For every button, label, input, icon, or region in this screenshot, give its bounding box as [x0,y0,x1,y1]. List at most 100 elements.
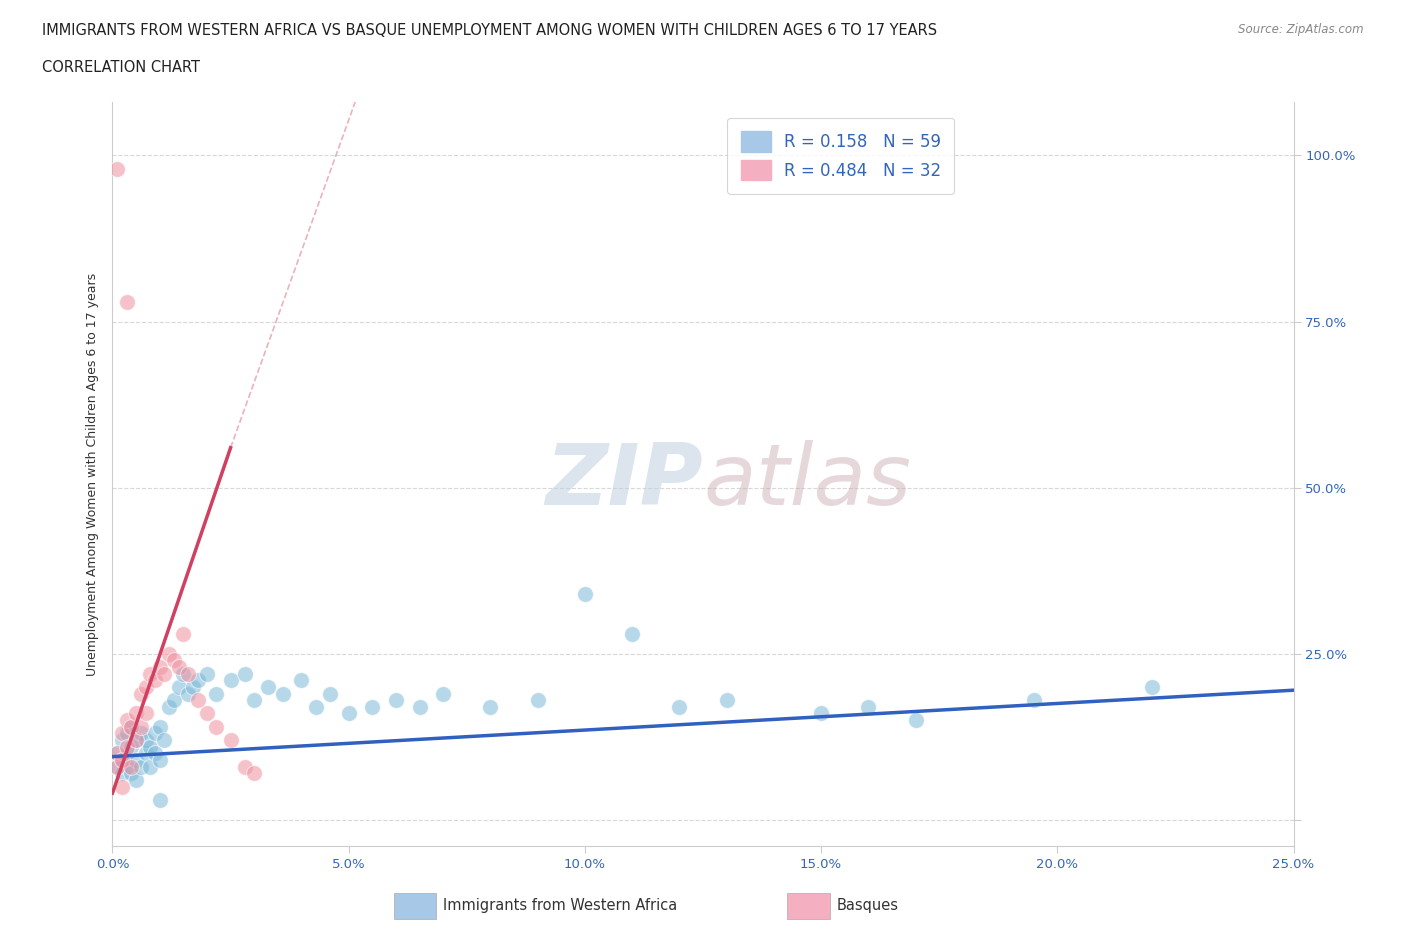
Point [526,693,548,708]
Text: ZIP: ZIP [546,440,703,524]
Point [186,672,208,687]
Point [177,666,200,681]
Point [129,686,152,701]
Point [149,752,172,767]
Point [205,686,228,701]
Point [858,699,880,714]
Point [115,739,138,754]
Point [257,680,280,695]
Point [172,626,194,641]
Point [120,719,142,734]
Point [125,706,148,721]
Point [115,726,138,741]
Point [219,733,242,748]
Point [668,699,690,714]
Point [163,693,186,708]
Point [105,759,128,774]
Point [105,746,128,761]
Point [810,706,832,721]
Point [115,759,138,774]
Point [233,759,256,774]
Text: Source: ZipAtlas.com: Source: ZipAtlas.com [1239,23,1364,36]
Point [243,693,266,708]
Point [167,659,190,674]
Point [271,686,294,701]
Point [129,759,152,774]
Point [195,666,218,681]
Point [139,666,162,681]
Legend: R = 0.158   N = 59, R = 0.484   N = 32: R = 0.158 N = 59, R = 0.484 N = 32 [727,118,955,193]
Point [111,726,134,741]
Point [904,712,927,727]
Point [143,746,166,761]
Point [105,759,128,774]
Point [143,726,166,741]
Y-axis label: Unemployment Among Women with Children Ages 6 to 17 years: Unemployment Among Women with Children A… [86,272,100,676]
Point [125,733,148,748]
Point [304,699,326,714]
Point [163,653,186,668]
Point [290,672,312,687]
Point [153,733,176,748]
Point [125,752,148,767]
Text: Basques: Basques [837,898,898,913]
Point [177,686,200,701]
Point [111,733,134,748]
Point [361,699,384,714]
Point [120,759,142,774]
Point [621,626,644,641]
Text: atlas: atlas [703,440,911,524]
Point [111,765,134,780]
Point [149,659,172,674]
Point [195,706,218,721]
Point [115,294,138,309]
Point [149,792,172,807]
Point [135,680,157,695]
Point [181,680,204,695]
Point [219,672,242,687]
Text: CORRELATION CHART: CORRELATION CHART [42,60,200,75]
Point [105,161,128,176]
Point [143,672,166,687]
Point [153,666,176,681]
Point [120,765,142,780]
Point [105,746,128,761]
Point [574,587,596,602]
Point [1140,680,1163,695]
Point [111,752,134,767]
Point [149,719,172,734]
Point [135,746,157,761]
Text: IMMIGRANTS FROM WESTERN AFRICA VS BASQUE UNEMPLOYMENT AMONG WOMEN WITH CHILDREN : IMMIGRANTS FROM WESTERN AFRICA VS BASQUE… [42,23,938,38]
Point [111,752,134,767]
Point [115,712,138,727]
Point [125,773,148,788]
Point [135,733,157,748]
Point [120,739,142,754]
Point [319,686,342,701]
Point [115,746,138,761]
Point [111,779,134,794]
Point [139,759,162,774]
Point [157,699,180,714]
Point [135,706,157,721]
Point [233,666,256,681]
Point [337,706,360,721]
Point [716,693,738,708]
Point [205,719,228,734]
Point [139,739,162,754]
Point [1022,693,1045,708]
Point [157,646,180,661]
Point [479,699,502,714]
Point [186,693,208,708]
Point [129,719,152,734]
Text: Immigrants from Western Africa: Immigrants from Western Africa [443,898,678,913]
Point [129,726,152,741]
Point [243,765,266,780]
Point [385,693,408,708]
Point [120,719,142,734]
Point [408,699,430,714]
Point [172,666,194,681]
Point [432,686,454,701]
Point [167,680,190,695]
Point [125,733,148,748]
